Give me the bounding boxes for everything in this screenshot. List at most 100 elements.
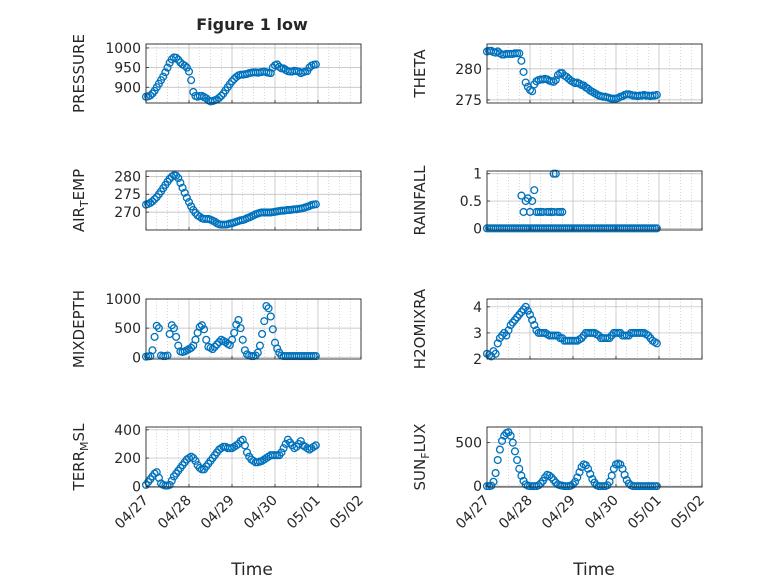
data-point [200, 325, 209, 334]
y-tick-label: 0 [473, 221, 482, 237]
y-tick-label: 500 [455, 436, 482, 452]
y-tick-label: 1000 [105, 292, 141, 308]
y-axis-label-part: LUX [411, 424, 429, 453]
data-series-rainfall [482, 169, 661, 233]
data-point [176, 178, 185, 187]
data-point [277, 448, 286, 457]
data-point [187, 343, 196, 352]
data-point [551, 169, 560, 178]
data-series-sun_flux [482, 428, 661, 491]
y-axis-label: RAINFALL [411, 165, 429, 236]
data-point [515, 464, 524, 473]
data-point [178, 183, 187, 192]
data-point [217, 91, 226, 100]
data-point [296, 437, 305, 446]
data-point [275, 62, 284, 71]
data-point [545, 471, 554, 480]
y-axis-label: SUNFLUX [411, 424, 432, 491]
data-point [266, 312, 275, 321]
data-point [551, 478, 560, 487]
y-tick-label: 0 [473, 479, 482, 495]
y-axis-label: PRESSURE [70, 34, 88, 113]
data-point [202, 335, 211, 344]
data-series-air_temp [141, 171, 320, 229]
data-point [167, 476, 176, 485]
x-axis-label-right: Time [572, 560, 615, 580]
data-point [525, 310, 535, 319]
data-point [262, 301, 271, 311]
y-tick-label: 3 [473, 326, 482, 342]
data-point [240, 441, 249, 450]
data-point [243, 448, 252, 457]
data-point [521, 302, 530, 311]
data-point [530, 186, 539, 195]
data-point [152, 321, 161, 330]
data-point [148, 197, 157, 206]
data-point [528, 315, 537, 324]
subplot-rainfall: 0 0.5 1 RAINFALL [411, 165, 703, 237]
data-point [558, 207, 567, 217]
y-axis-label-part: AIR [70, 207, 88, 232]
data-point [184, 198, 194, 207]
data-point [487, 481, 496, 490]
data-point [528, 196, 537, 206]
y-axis-label: AIRTEMP [70, 169, 91, 232]
data-point [191, 335, 200, 344]
y-axis-label-subscript: F [419, 452, 432, 458]
data-point [620, 470, 629, 479]
data-point [146, 91, 155, 100]
x-axis-label-left: Time [230, 560, 273, 580]
subplot-air_temp: 270 275 280 AIRTEMP [70, 169, 362, 232]
y-axis-label: H2OMIXRA [411, 288, 429, 369]
y-tick-label: 200 [114, 451, 141, 467]
y-tick-label: 0 [132, 350, 141, 366]
axes-box [145, 298, 362, 360]
data-point [519, 67, 528, 76]
y-tick-label: 500 [114, 321, 141, 337]
y-tick-label: 280 [114, 169, 141, 185]
data-point [616, 460, 625, 469]
data-point [215, 93, 224, 102]
data-point [184, 67, 194, 76]
data-point [159, 72, 168, 81]
data-point [189, 87, 198, 97]
data-point [510, 447, 520, 456]
data-point [165, 329, 174, 339]
data-point [258, 329, 267, 339]
data-point [197, 321, 206, 330]
data-point [195, 322, 204, 332]
data-point [513, 455, 522, 465]
data-point [652, 90, 661, 99]
data-point [530, 321, 539, 330]
data-point [493, 339, 502, 348]
data-point [652, 224, 661, 233]
data-point [521, 78, 530, 87]
data-point [234, 315, 243, 325]
data-point [208, 345, 217, 354]
y-tick-label: 2 [473, 352, 482, 368]
data-point [210, 342, 219, 351]
data-point [609, 464, 618, 473]
data-point [311, 200, 320, 209]
y-axis-label-subscript: M [78, 441, 91, 451]
y-tick-label: 280 [455, 62, 482, 78]
data-point [506, 431, 515, 440]
data-point [497, 436, 507, 445]
y-axis-label: THETA [411, 49, 429, 99]
y-tick-label: 1000 [105, 41, 141, 57]
subplot-mixdepth: 0 500 1000 MIXDEPTH [70, 290, 362, 368]
data-point [169, 324, 179, 333]
subplot-pressure: 900 950 1000 PRESSURE [70, 34, 362, 113]
data-point [172, 53, 181, 62]
y-axis-label-part: TERR [70, 451, 88, 492]
data-series-pressure [141, 53, 320, 106]
data-point [491, 469, 500, 478]
data-point [182, 193, 191, 202]
data-point [268, 325, 277, 334]
data-point [165, 480, 174, 489]
y-tick-label: 900 [114, 80, 141, 96]
y-axis-label-part: SUN [411, 459, 429, 491]
data-point [253, 348, 262, 357]
axes-box [145, 426, 362, 488]
